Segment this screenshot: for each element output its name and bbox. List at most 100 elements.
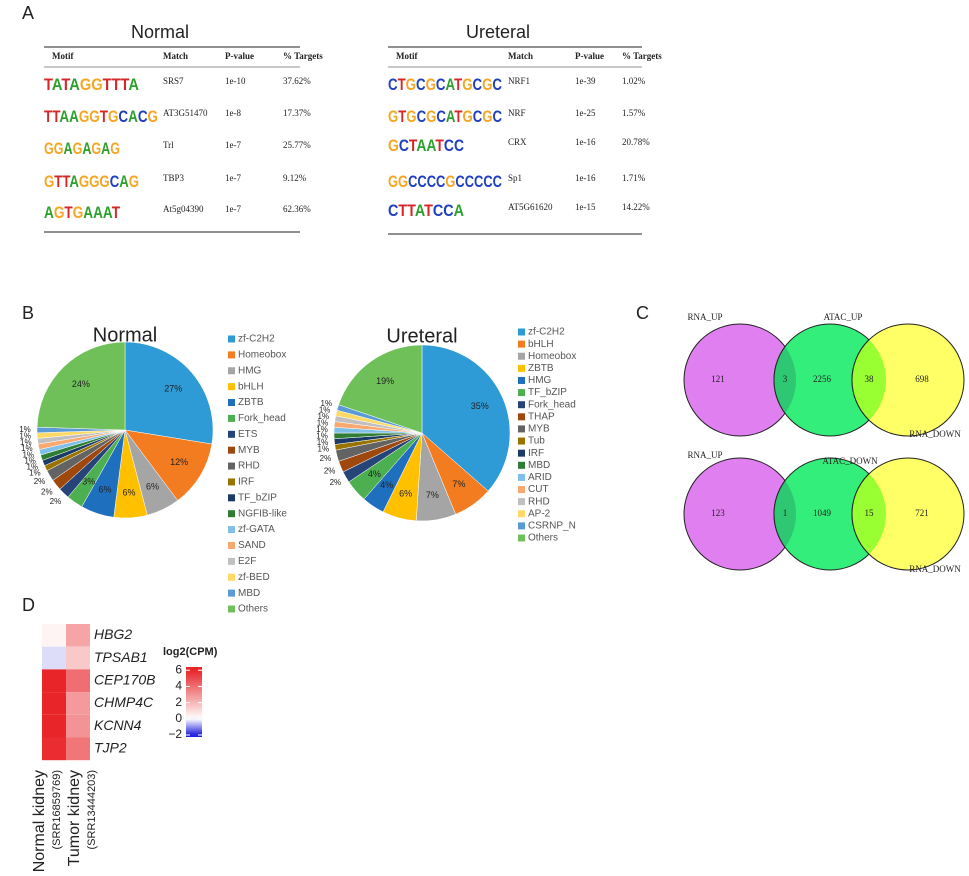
legend-swatch bbox=[228, 589, 235, 597]
colorbar bbox=[186, 667, 202, 737]
legend-label: IRF bbox=[528, 448, 544, 459]
venn-count: 1 bbox=[783, 508, 788, 518]
table-header: % Targets bbox=[283, 51, 323, 61]
legend-label: Tub bbox=[528, 436, 545, 447]
legend-swatch bbox=[228, 446, 235, 454]
panel-label: B bbox=[22, 303, 34, 323]
motif-logo: CTTATCCA bbox=[388, 201, 464, 220]
table-cell: 1e-7 bbox=[225, 204, 241, 214]
slice-label: 4% bbox=[380, 480, 393, 490]
heat-cell bbox=[42, 714, 66, 738]
table-cell: 37.62% bbox=[283, 76, 311, 86]
legend-label: HMG bbox=[238, 365, 262, 376]
colorbar-tick-label: 0 bbox=[175, 711, 182, 725]
legend-label: MBD bbox=[528, 460, 550, 471]
legend-swatch bbox=[518, 437, 525, 445]
legend-label: Others bbox=[238, 604, 268, 615]
slice-label: 1% bbox=[19, 425, 31, 434]
table-cell: At5g04390 bbox=[163, 204, 204, 214]
table-header: Match bbox=[508, 51, 533, 61]
slice-label: 1% bbox=[316, 431, 328, 440]
motif-logo: CTGCGCATGCGC bbox=[388, 75, 502, 94]
table-title: Normal bbox=[131, 22, 189, 42]
legend-label: Homeobox bbox=[238, 350, 286, 361]
venn-count: 15 bbox=[865, 508, 875, 518]
slice-label: 7% bbox=[426, 490, 439, 500]
legend-swatch bbox=[518, 498, 525, 506]
legend-swatch bbox=[228, 605, 235, 613]
legend-swatch bbox=[228, 462, 235, 470]
legend-swatch bbox=[228, 414, 235, 422]
venn-count: 38 bbox=[865, 374, 875, 384]
venn-shapes bbox=[683, 323, 965, 571]
table-cell: 1.71% bbox=[622, 173, 646, 183]
pie-slice bbox=[124, 429, 213, 501]
colorbar-tick-label: −2 bbox=[168, 727, 182, 741]
colorbar-tick-label: 4 bbox=[175, 679, 182, 693]
table-cell: NRF1 bbox=[508, 76, 530, 86]
heat-cell bbox=[42, 669, 66, 693]
slice-label: 1% bbox=[20, 438, 32, 447]
panel-label: A bbox=[22, 3, 34, 23]
slice-label: 6% bbox=[399, 489, 412, 499]
colorbar-tick-label: 2 bbox=[175, 695, 182, 709]
slice-label: 4% bbox=[368, 469, 381, 479]
table-cell: SRS7 bbox=[163, 76, 184, 86]
venn-count: 3 bbox=[783, 374, 788, 384]
legend-swatch bbox=[518, 352, 525, 360]
legend-label: Fork_head bbox=[238, 413, 286, 424]
slice-label: 1% bbox=[19, 432, 31, 441]
colorbar-tick-label: 6 bbox=[175, 662, 182, 676]
slice-label: 6% bbox=[99, 485, 112, 495]
slice-label: 6% bbox=[146, 481, 159, 491]
motif-logo: GGAGAGAG bbox=[44, 139, 120, 158]
legend-label: ARID bbox=[528, 472, 552, 483]
table-cell: 20.78% bbox=[622, 137, 650, 147]
legend-swatch bbox=[228, 541, 235, 549]
motif-logo: AGTGAAAT bbox=[44, 203, 120, 222]
legend-label: MBD bbox=[238, 588, 260, 599]
slice-label: 1% bbox=[27, 463, 39, 472]
motif-logo: TTAAGGTGCACG bbox=[44, 107, 158, 126]
table-cell: 1e-16 bbox=[575, 137, 596, 147]
legend-label: zf-C2H2 bbox=[238, 334, 275, 345]
slice-label: 1% bbox=[317, 438, 329, 447]
slice-label: 2% bbox=[50, 497, 62, 506]
slice-label: 12% bbox=[170, 457, 188, 467]
slice-label: 1% bbox=[22, 450, 34, 459]
table-title: Ureteral bbox=[466, 22, 530, 42]
heat-cell bbox=[66, 646, 90, 670]
heat-cell bbox=[66, 669, 90, 693]
legend-label: MYB bbox=[238, 445, 260, 456]
slice-label: 1% bbox=[29, 468, 41, 477]
slice-label: 1% bbox=[319, 405, 331, 414]
table-cell: 1e-25 bbox=[575, 108, 596, 118]
slice-label: 6% bbox=[123, 488, 136, 498]
legend-label: E2F bbox=[238, 556, 256, 567]
legend-label: bHLH bbox=[238, 381, 264, 392]
venn-set-label: RNA_DOWN bbox=[909, 564, 961, 574]
colorbar-title: log2(CPM) bbox=[163, 646, 218, 658]
table-header: Motif bbox=[396, 51, 418, 61]
slice-label: 1% bbox=[21, 444, 33, 453]
table-cell: 25.77% bbox=[283, 140, 311, 150]
legend-swatch bbox=[228, 510, 235, 518]
venn-set-label: ATAC_UP bbox=[824, 312, 863, 322]
slice-label: 1% bbox=[316, 425, 328, 434]
panel-label: D bbox=[22, 595, 35, 615]
legend-label: zf-C2H2 bbox=[528, 327, 565, 338]
legend-label: NGFIB-like bbox=[238, 508, 287, 519]
legend-label: Homeobox bbox=[528, 351, 576, 362]
legend-swatch bbox=[228, 351, 235, 359]
venn-set-label: ATAC_DOWN bbox=[822, 456, 878, 466]
slice-label: 1% bbox=[321, 399, 333, 408]
motif-logo: GTTAGGGCAG bbox=[44, 172, 139, 191]
legend-label: THAP bbox=[528, 411, 555, 422]
table-cell: 1e-39 bbox=[575, 76, 596, 86]
slice-label: 1% bbox=[24, 457, 36, 466]
legend-swatch bbox=[518, 413, 525, 421]
table-cell: NRF bbox=[508, 108, 526, 118]
slice-label: 2% bbox=[324, 466, 336, 475]
legend-label: HMG bbox=[528, 375, 552, 386]
heat-cell bbox=[42, 692, 66, 715]
